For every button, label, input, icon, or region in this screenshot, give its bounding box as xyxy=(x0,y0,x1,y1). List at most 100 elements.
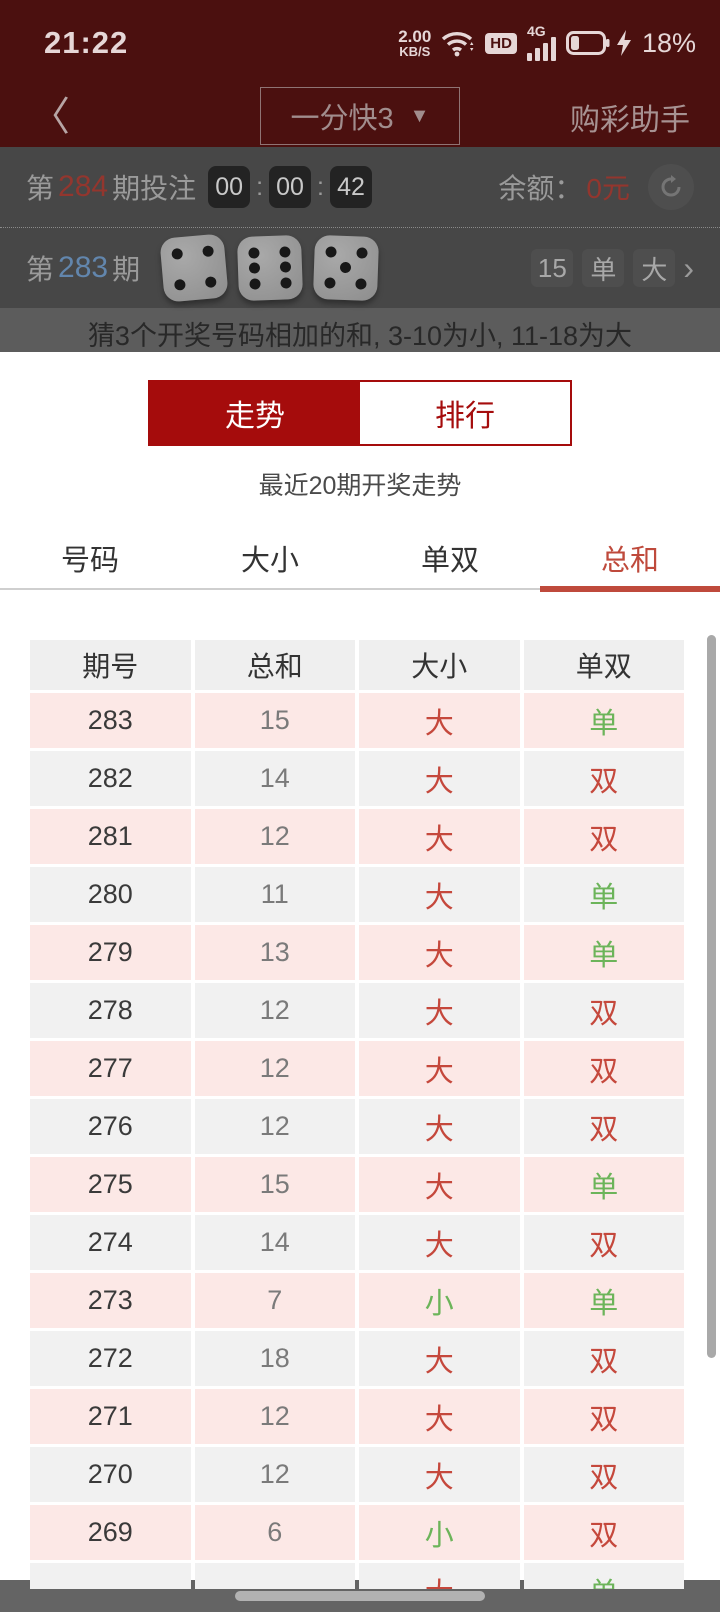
table-cell: 大 xyxy=(359,983,520,1038)
table-cell: 单 xyxy=(523,925,684,980)
table-cell: 282 xyxy=(30,751,191,806)
balance: 余额： 0元 xyxy=(498,164,694,210)
signal-bars-icon: 4G xyxy=(526,23,556,61)
table-row: 大单 xyxy=(30,1563,684,1589)
table-row: 270 12 大双 xyxy=(30,1447,684,1502)
table-row: 281 12 大双 xyxy=(30,809,684,864)
tab-bigsmall[interactable]: 大小 xyxy=(240,545,299,577)
segmented-control: 走势 排行 xyxy=(148,380,572,446)
table-header-row: 期号 总和 大小 单双 xyxy=(30,640,684,690)
countdown-digit-box: 42 xyxy=(330,166,372,208)
table-cell: 大 xyxy=(359,1389,520,1444)
table-cell: 双 xyxy=(523,1215,684,1270)
wifi-icon xyxy=(441,29,475,57)
table-cell xyxy=(194,1563,355,1589)
countdown-colon: : xyxy=(317,172,324,201)
table-cell: 12 xyxy=(194,983,355,1038)
table-cell: 大 xyxy=(359,925,520,980)
lottery-type-label: 一分快3 xyxy=(290,103,394,135)
table-cell: 276 xyxy=(30,1099,191,1154)
tab-ranking[interactable]: 排行 xyxy=(360,382,570,444)
table-cell: 大 xyxy=(359,809,520,864)
table-cell: 双 xyxy=(523,751,684,806)
table-cell: 双 xyxy=(523,809,684,864)
dice-result xyxy=(159,233,380,303)
table-row: 272 18 大双 xyxy=(30,1331,684,1386)
period-prefix: 第 xyxy=(26,173,55,204)
table-cell: 大 xyxy=(359,1331,520,1386)
betting-period-number: 284 xyxy=(58,170,109,203)
table-cell: 12 xyxy=(194,1447,355,1502)
table-cell: 大 xyxy=(359,1157,520,1212)
table-cell: 273 xyxy=(30,1273,191,1328)
table-cell: 283 xyxy=(30,693,191,748)
table-row: 282 14 大双 xyxy=(30,751,684,806)
table-cell: 大 xyxy=(359,693,520,748)
tab-trend[interactable]: 走势 xyxy=(150,382,360,444)
table-cell: 单 xyxy=(523,867,684,922)
status-bar: 21:22 2.00 KB/S HD 4G xyxy=(0,0,720,86)
panel-subtitle: 最近20期开奖走势 xyxy=(258,472,462,500)
result-badges: 15 单大 xyxy=(531,249,676,287)
table-row: 276 12 大双 xyxy=(30,1099,684,1154)
countdown-digit-box: 00 xyxy=(208,166,251,208)
scrollbar-thumb[interactable] xyxy=(707,635,716,1358)
refresh-icon xyxy=(661,175,681,197)
betting-period-bar: 第 284 期投注 00:00:42 余额： 0元 xyxy=(0,147,720,228)
table-header-cell: 总和 xyxy=(194,640,355,690)
table-row: 274 14 大双 xyxy=(30,1215,684,1270)
table-cell: 双 xyxy=(523,1041,684,1096)
countdown-colon: : xyxy=(256,172,264,201)
table-cell: 281 xyxy=(30,809,191,864)
table-cell: 双 xyxy=(523,983,684,1038)
die-icon xyxy=(312,234,380,302)
back-icon[interactable]: 〈 xyxy=(30,94,70,139)
trend-panel: 走势 排行 最近20期开奖走势 号码 大小 单双 总和 期号 总和 大小 单双 283 1… xyxy=(0,352,720,1589)
lottery-helper-link[interactable]: 购彩助手 xyxy=(570,103,690,137)
table-cell: 单 xyxy=(523,1563,684,1589)
chevron-down-icon: ▼ xyxy=(409,104,430,127)
battery-percent: 18% xyxy=(641,27,696,58)
table-cell: 双 xyxy=(523,1447,684,1502)
tab-sum[interactable]: 总和 xyxy=(540,528,720,592)
table-cell: 12 xyxy=(194,809,355,864)
table-cell: 15 xyxy=(194,1157,355,1212)
table-cell: 12 xyxy=(194,1041,355,1096)
table-cell: 单 xyxy=(523,1157,684,1212)
table-cell: 12 xyxy=(194,1389,355,1444)
table-cell: 275 xyxy=(30,1157,191,1212)
refresh-balance-button[interactable] xyxy=(648,164,694,210)
table-row: 277 12 大双 xyxy=(30,1041,684,1096)
table-cell: 双 xyxy=(523,1389,684,1444)
charging-bolt-icon xyxy=(616,30,632,56)
table-row: 271 12 大双 xyxy=(30,1389,684,1444)
chevron-right-icon[interactable]: › xyxy=(683,250,694,286)
result-badge: 单 xyxy=(582,249,625,287)
trend-table: 期号 总和 大小 单双 283 15 大单 282 14 大双 281 12 大双 280 11 大单 279 1… xyxy=(30,640,684,1589)
home-indicator[interactable] xyxy=(235,1591,485,1601)
network-type-label: 4G xyxy=(526,23,546,39)
tab-oddeven[interactable]: 单双 xyxy=(420,545,479,577)
lottery-type-dropdown[interactable]: 一分快3 ▼ xyxy=(260,87,460,145)
table-cell: 15 xyxy=(194,693,355,748)
countdown-timer: 00:00:42 xyxy=(208,166,372,208)
tab-numbers[interactable]: 号码 xyxy=(60,545,119,577)
table-cell: 270 xyxy=(30,1447,191,1502)
last-draw-row[interactable]: 第 283 期 15 单大 › xyxy=(0,228,720,308)
countdown-digit-box: 00 xyxy=(269,166,312,208)
table-cell: 单 xyxy=(523,693,684,748)
table-cell: 大 xyxy=(359,751,520,806)
table-cell: 大 xyxy=(359,1215,520,1270)
trend-tabs: 号码 大小 单双 总和 xyxy=(0,528,720,592)
table-cell: 269 xyxy=(30,1505,191,1560)
table-cell: 大 xyxy=(359,1099,520,1154)
table-header-cell: 期号 xyxy=(30,640,191,690)
table-cell: 11 xyxy=(194,867,355,922)
table-cell: 大 xyxy=(359,1447,520,1502)
draw-suffix: 期 xyxy=(112,254,141,285)
table-row: 269 6 小双 xyxy=(30,1505,684,1560)
table-header-cell: 大小 xyxy=(359,640,520,690)
table-cell: 12 xyxy=(194,1099,355,1154)
table-cell: 7 xyxy=(194,1273,355,1328)
die-icon xyxy=(159,233,229,303)
